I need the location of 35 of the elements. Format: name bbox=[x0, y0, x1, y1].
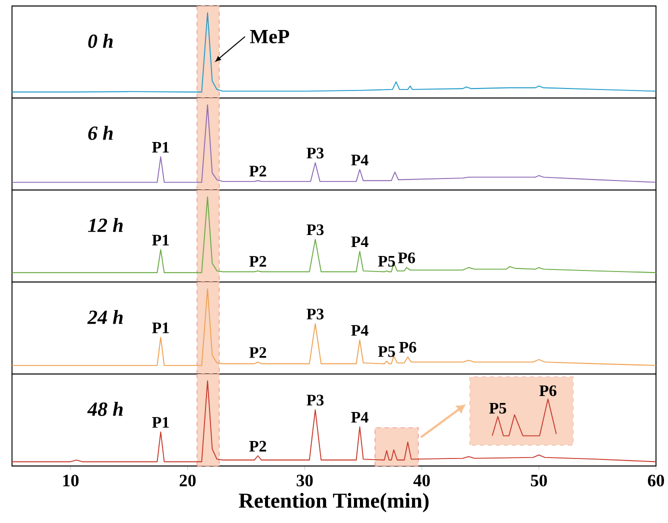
text: 12 h bbox=[88, 218, 123, 232]
annotation: P3 bbox=[306, 148, 324, 158]
annotation: P1 bbox=[152, 142, 169, 152]
annotation: P2 bbox=[249, 256, 266, 267]
x-tick-label: 50 bbox=[530, 474, 547, 486]
annotation: P5 bbox=[378, 346, 395, 357]
annotation: P6 bbox=[539, 385, 556, 396]
annotation: P5 bbox=[378, 256, 395, 267]
annotation: P3 bbox=[306, 308, 324, 320]
annotation: P4 bbox=[351, 154, 368, 166]
annotation: P1 bbox=[152, 417, 169, 428]
annotation: P2 bbox=[249, 440, 266, 452]
x-tick-label: 60 bbox=[648, 474, 664, 486]
x-tick-label: 20 bbox=[180, 474, 196, 486]
annotation: P4 bbox=[351, 325, 368, 336]
annotation: P4 bbox=[351, 236, 368, 248]
text: 48 h bbox=[87, 402, 123, 416]
annotation: P2 bbox=[249, 347, 266, 358]
annotation: P3 bbox=[306, 394, 324, 406]
x-tick-label: 30 bbox=[296, 474, 313, 486]
text: 6 h bbox=[88, 126, 113, 140]
x-tick-label: 10 bbox=[63, 474, 79, 486]
annotation: P3 bbox=[306, 224, 324, 236]
x-tick-label: 40 bbox=[413, 474, 430, 486]
annotation: P1 bbox=[152, 322, 169, 334]
annotation: P4 bbox=[351, 412, 368, 423]
text: 0 h bbox=[88, 34, 113, 48]
annotation: P5 bbox=[489, 402, 506, 414]
annotation: P2 bbox=[249, 166, 266, 176]
annotation: P6 bbox=[398, 252, 416, 264]
annotation: P1 bbox=[152, 234, 169, 246]
text: 24 h bbox=[87, 310, 123, 324]
annotation: MeP bbox=[250, 30, 290, 44]
x-axis-title: Retention Time(min) bbox=[238, 492, 429, 512]
annotation: P6 bbox=[399, 342, 416, 353]
